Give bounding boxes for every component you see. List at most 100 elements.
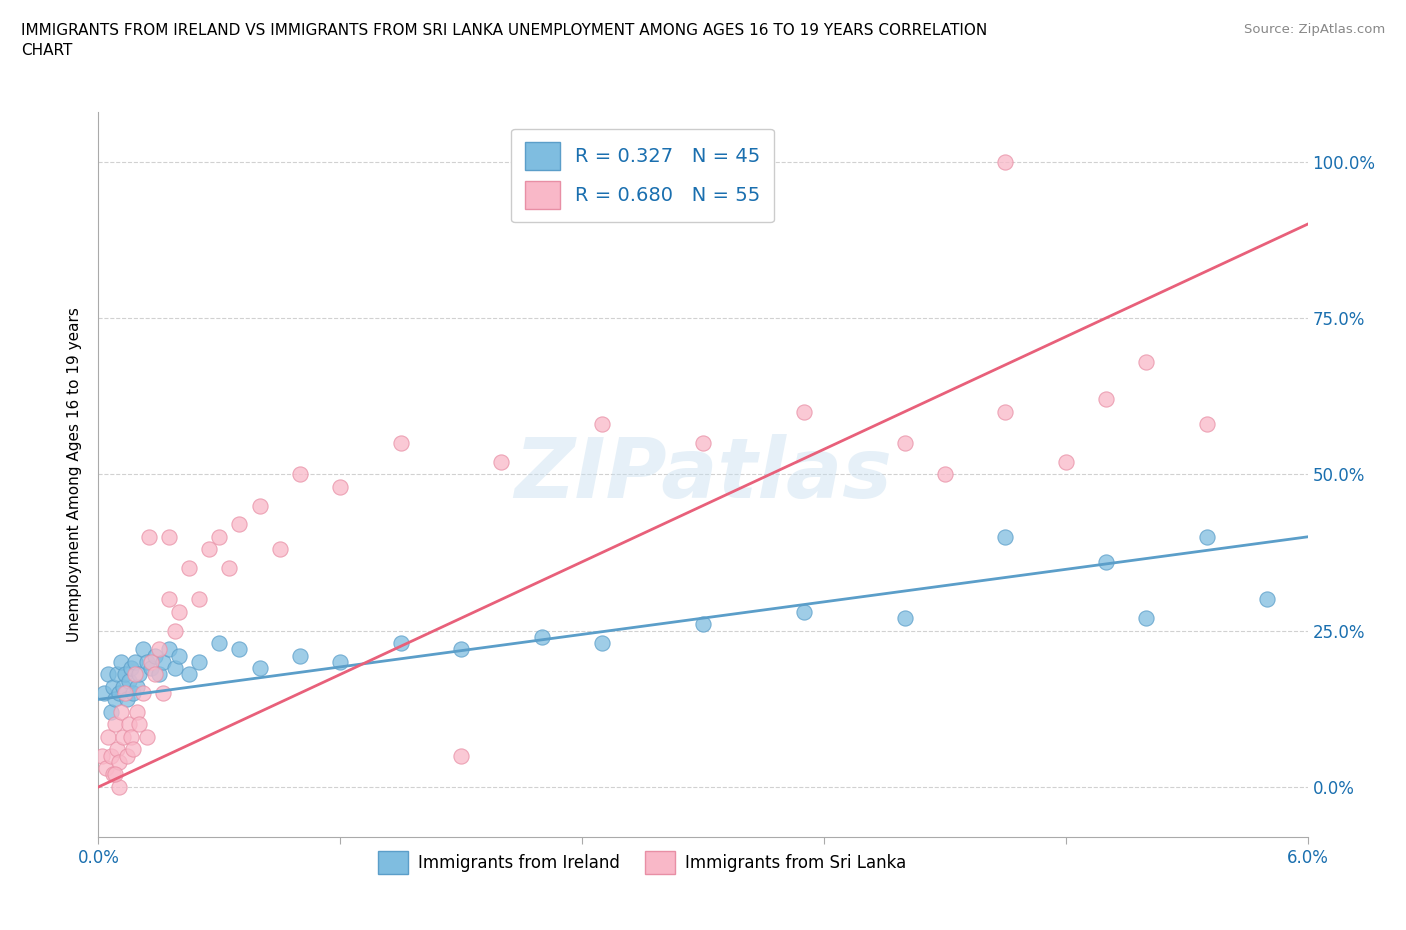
Point	[125, 680, 148, 695]
Point	[1054, 455, 1077, 470]
Point	[120, 729, 142, 744]
Text: IMMIGRANTS FROM IRELAND VS IMMIGRANTS FROM SRI LANKA UNEMPLOYMENT AMONG AGES 16 : IMMIGRANTS FROM IRELAND VS IMMIGRANTS FR…	[21, 23, 987, 58]
Point	[249, 660, 271, 675]
Point	[157, 529, 180, 544]
Point	[103, 767, 125, 782]
Point	[450, 642, 472, 657]
Point	[692, 435, 714, 450]
Point	[179, 561, 201, 576]
Point	[329, 655, 352, 670]
Point	[115, 749, 138, 764]
Point	[148, 642, 170, 657]
Point	[138, 529, 160, 544]
Point	[1135, 354, 1157, 369]
Point	[893, 611, 915, 626]
Point	[934, 467, 956, 482]
Point	[269, 542, 291, 557]
Point	[111, 680, 134, 695]
Point	[97, 729, 120, 744]
Point	[100, 705, 122, 720]
Point	[1256, 591, 1278, 606]
Point	[329, 479, 352, 494]
Point	[450, 749, 472, 764]
Point	[139, 655, 162, 670]
Point	[389, 435, 412, 450]
Point	[591, 417, 613, 432]
Point	[228, 642, 250, 657]
Point	[107, 754, 129, 769]
Text: Source: ZipAtlas.com: Source: ZipAtlas.com	[1244, 23, 1385, 36]
Point	[97, 667, 120, 682]
Point	[114, 667, 136, 682]
Point	[249, 498, 271, 513]
Point	[692, 617, 714, 631]
Point	[110, 655, 132, 670]
Point	[93, 685, 115, 700]
Point	[96, 761, 118, 776]
Point	[188, 655, 211, 670]
Point	[118, 673, 141, 688]
Point	[198, 542, 221, 557]
Point	[1095, 554, 1118, 569]
Point	[389, 636, 412, 651]
Point	[105, 667, 128, 682]
Point	[157, 642, 180, 657]
Point	[1195, 529, 1218, 544]
Point	[111, 729, 134, 744]
Point	[188, 591, 211, 606]
Point	[163, 623, 186, 638]
Point	[101, 680, 124, 695]
Point	[107, 685, 129, 700]
Point	[124, 667, 146, 682]
Point	[893, 435, 915, 450]
Point	[118, 717, 141, 732]
Point	[994, 154, 1017, 169]
Y-axis label: Unemployment Among Ages 16 to 19 years: Unemployment Among Ages 16 to 19 years	[67, 307, 83, 642]
Point	[218, 561, 240, 576]
Point	[135, 729, 157, 744]
Point	[101, 767, 124, 782]
Point	[132, 685, 155, 700]
Point	[91, 749, 114, 764]
Point	[103, 692, 125, 707]
Point	[208, 636, 231, 651]
Point	[143, 648, 166, 663]
Point	[793, 405, 815, 419]
Point	[121, 742, 143, 757]
Point	[124, 655, 146, 670]
Point	[208, 529, 231, 544]
Point	[1135, 611, 1157, 626]
Point	[994, 405, 1017, 419]
Point	[288, 467, 311, 482]
Point	[128, 717, 150, 732]
Point	[491, 455, 513, 470]
Point	[143, 667, 166, 682]
Point	[179, 667, 201, 682]
Point	[167, 604, 190, 619]
Point	[103, 717, 125, 732]
Point	[1095, 392, 1118, 406]
Point	[157, 591, 180, 606]
Point	[105, 742, 128, 757]
Legend: Immigrants from Ireland, Immigrants from Sri Lanka: Immigrants from Ireland, Immigrants from…	[371, 844, 914, 881]
Point	[591, 636, 613, 651]
Point	[121, 685, 143, 700]
Point	[100, 749, 122, 764]
Point	[994, 529, 1017, 544]
Point	[167, 648, 190, 663]
Point	[115, 692, 138, 707]
Point	[148, 667, 170, 682]
Point	[139, 660, 162, 675]
Point	[152, 655, 174, 670]
Point	[1195, 417, 1218, 432]
Point	[114, 685, 136, 700]
Point	[110, 705, 132, 720]
Point	[793, 604, 815, 619]
Point	[135, 655, 157, 670]
Point	[228, 517, 250, 532]
Text: ZIPatlas: ZIPatlas	[515, 433, 891, 515]
Point	[288, 648, 311, 663]
Point	[530, 630, 553, 644]
Point	[152, 685, 174, 700]
Point	[120, 660, 142, 675]
